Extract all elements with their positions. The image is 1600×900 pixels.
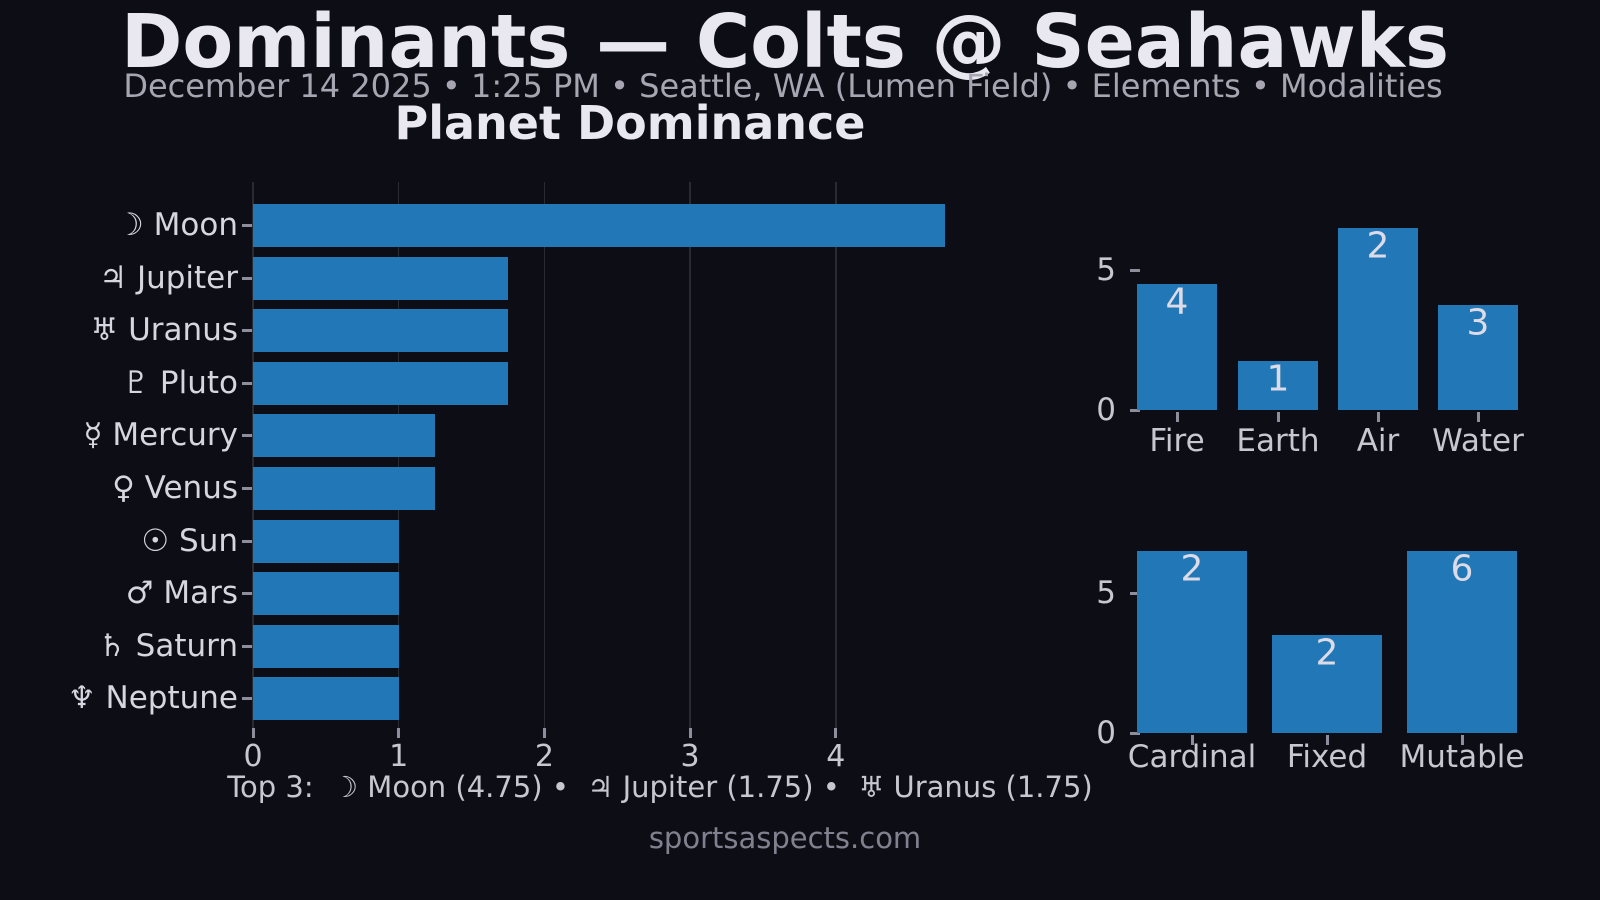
bar — [1407, 551, 1517, 733]
y-tick-mark — [242, 329, 252, 333]
bar-value-label: 3 — [1466, 302, 1490, 344]
x-tick-mark — [1376, 412, 1380, 422]
y-tick-mark — [1130, 591, 1140, 595]
y-tick-mark — [242, 644, 252, 648]
x-tick-mark — [1276, 412, 1280, 422]
gridline — [543, 182, 546, 728]
y-tick-mark — [242, 539, 252, 543]
x-tick-mark — [397, 728, 401, 738]
bar-value-label: 1 — [1266, 358, 1290, 400]
category-label: Fire — [1149, 423, 1205, 459]
y-tick-mark — [242, 487, 252, 490]
gridline — [689, 182, 691, 728]
bar — [253, 309, 508, 353]
bar — [253, 256, 508, 300]
planet-chart-title: Planet Dominance — [394, 96, 866, 150]
planet-label: ♂ Mars — [125, 575, 238, 612]
y-tick-mark — [242, 224, 252, 227]
y-tick-mark — [1130, 408, 1140, 412]
category-label: Earth — [1236, 423, 1320, 459]
category-label: Water — [1432, 423, 1524, 459]
planet-label: ♃ Jupiter — [99, 259, 238, 296]
category-label: Air — [1356, 423, 1400, 459]
planet-label: ☿ Mercury — [83, 417, 238, 454]
y-tick-mark — [1130, 731, 1140, 735]
y-tick-mark — [1130, 268, 1140, 272]
y-tick-label: 0 — [1096, 715, 1116, 751]
x-tick-mark — [542, 728, 546, 738]
bar — [1238, 361, 1318, 410]
bar — [253, 677, 399, 721]
bar-value-label: 2 — [1315, 632, 1339, 674]
watermark: sportsaspects.com — [648, 821, 922, 855]
y-tick-mark — [242, 276, 252, 280]
x-tick-mark — [1476, 412, 1480, 422]
x-tick-mark — [1460, 735, 1464, 745]
y-tick-mark — [242, 697, 252, 701]
category-label: Fixed — [1286, 739, 1368, 775]
category-label: Mutable — [1399, 739, 1525, 775]
y-tick-label: 5 — [1096, 575, 1116, 611]
planet-label: ☽ Moon — [116, 207, 238, 243]
bar — [1272, 635, 1382, 733]
bar — [253, 467, 436, 510]
bar — [1137, 284, 1217, 410]
bar-value-label: 2 — [1180, 548, 1204, 590]
planet-label: ♀ Venus — [112, 470, 238, 506]
x-tick-mark — [1325, 735, 1329, 745]
planet-label: ♆ Neptune — [67, 680, 238, 717]
planet-label: ♅ Uranus — [90, 312, 238, 349]
bar — [253, 361, 508, 405]
y-tick-mark — [242, 381, 252, 385]
x-tick-label: 2 — [534, 739, 554, 774]
y-tick-label: 0 — [1096, 392, 1116, 428]
x-tick-label: 3 — [680, 739, 700, 774]
bar — [253, 624, 399, 668]
bar-value-label: 6 — [1450, 548, 1474, 590]
page-title: Dominants — Colts @ Seahawks — [120, 0, 1450, 85]
x-tick-mark — [1190, 735, 1194, 745]
x-tick-mark — [834, 728, 838, 738]
bar — [253, 572, 399, 616]
y-tick-label: 5 — [1096, 252, 1116, 288]
bar-value-label: 4 — [1165, 281, 1189, 323]
bar — [253, 519, 399, 563]
bar — [1137, 551, 1247, 733]
planet-label: ♇ Pluto — [122, 364, 238, 401]
planet-label: ☉ Sun — [141, 522, 238, 559]
x-tick-label: 4 — [826, 739, 846, 774]
x-tick-mark — [688, 728, 692, 738]
y-tick-mark — [242, 434, 252, 438]
page-subtitle: December 14 2025 • 1:25 PM • Seattle, WA… — [123, 67, 1443, 105]
x-tick-label: 1 — [389, 739, 409, 774]
x-tick-mark — [1175, 412, 1179, 422]
bar-value-label: 2 — [1366, 225, 1390, 267]
bar — [1438, 305, 1518, 410]
bar — [253, 204, 946, 247]
y-tick-mark — [242, 592, 252, 596]
top3-summary: Top 3: ☽ Moon (4.75) • ♃ Jupiter (1.75) … — [227, 770, 1093, 804]
x-tick-mark — [251, 728, 255, 738]
planet-label: ♄ Saturn — [98, 627, 238, 664]
category-label: Cardinal — [1127, 739, 1257, 775]
gridline — [835, 182, 837, 728]
bar — [253, 414, 436, 458]
bar — [1338, 228, 1418, 410]
x-tick-label: 0 — [243, 739, 263, 774]
